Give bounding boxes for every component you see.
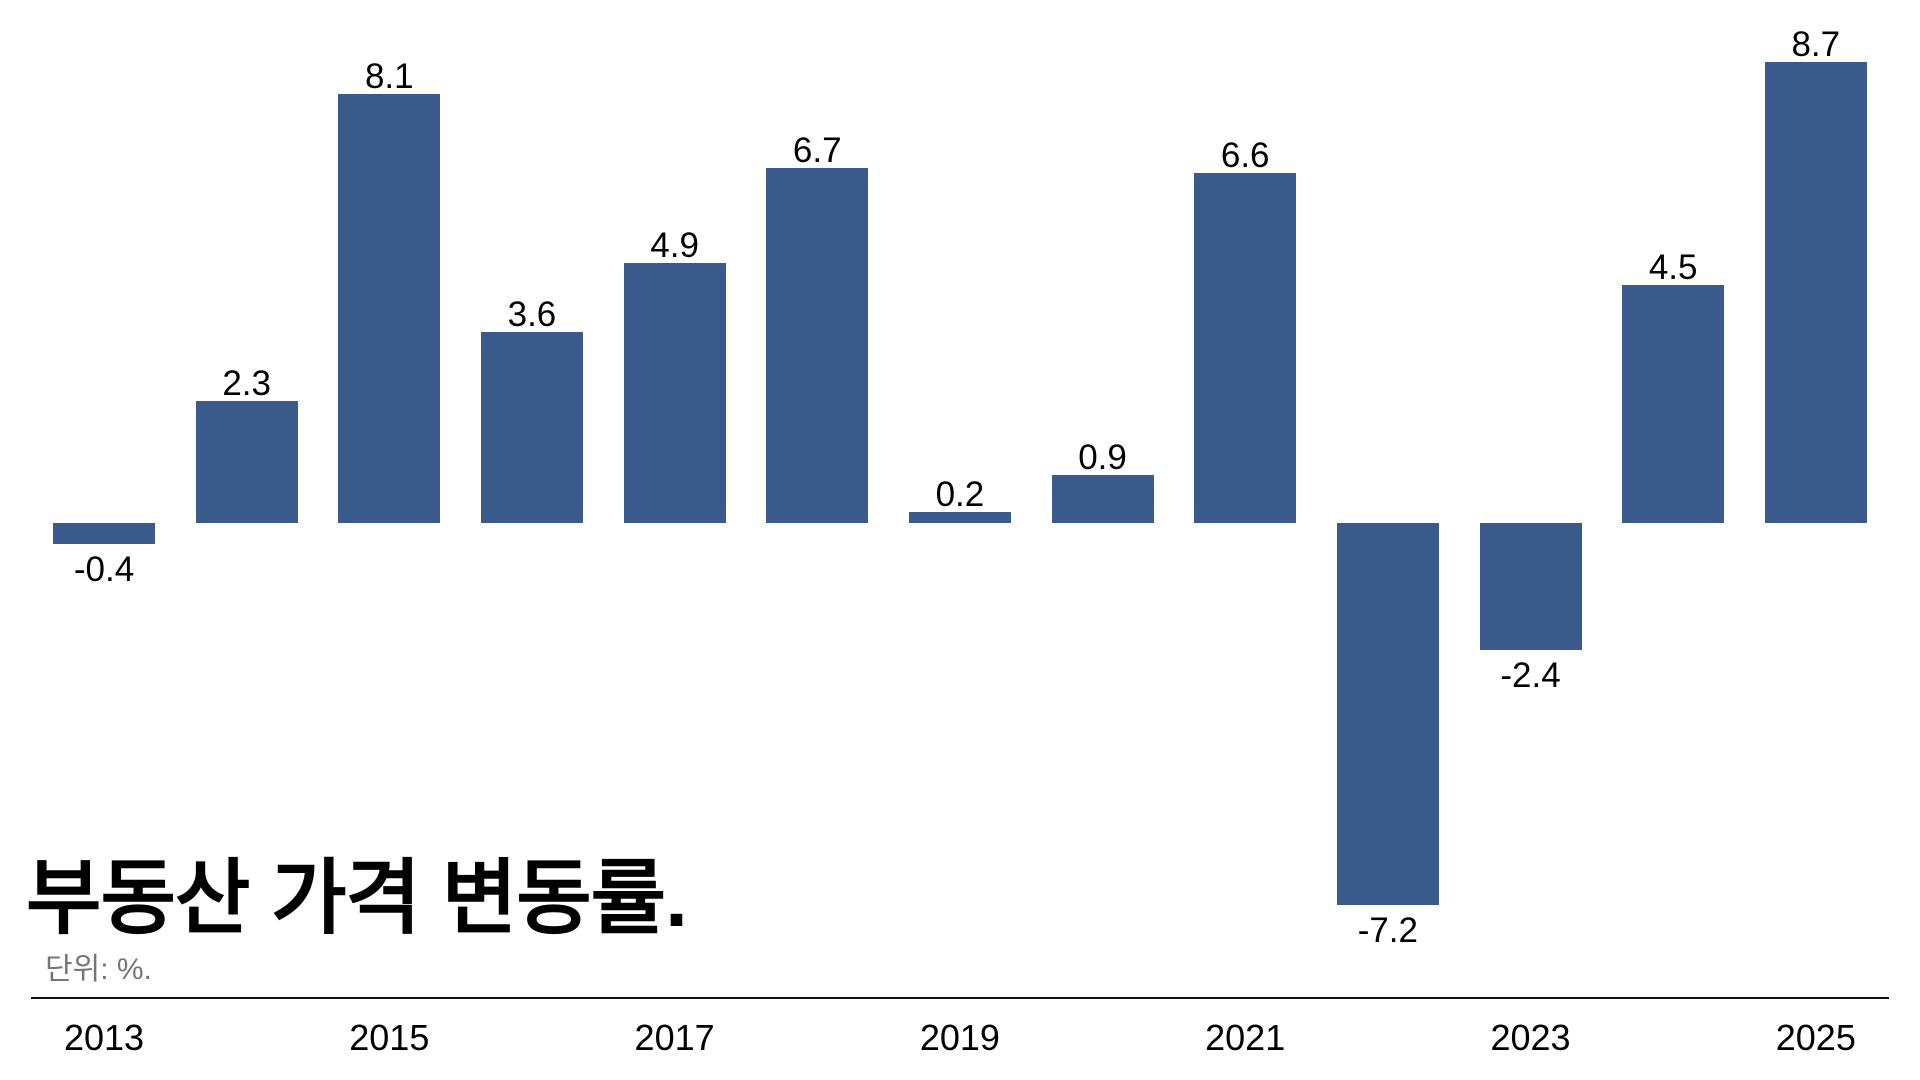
value-label-2013: -0.4 xyxy=(73,550,135,590)
bar-2024 xyxy=(1622,284,1725,523)
chart-title: 부동산 가격 변동률. xyxy=(26,853,688,944)
x-tick-2025: 2025 xyxy=(1775,1017,1856,1058)
bar-2016 xyxy=(480,332,583,523)
value-label-2018: 6.7 xyxy=(792,130,842,170)
x-tick-2017: 2017 xyxy=(634,1017,715,1058)
bar-2013 xyxy=(53,523,155,545)
x-tick-2013: 2013 xyxy=(63,1017,145,1058)
x-tick-2019: 2019 xyxy=(919,1017,1000,1058)
bar-2020 xyxy=(1051,475,1154,523)
value-label-2014: 2.3 xyxy=(222,364,271,404)
value-label-2025: 8.7 xyxy=(1791,24,1841,64)
value-label-2023: -2.4 xyxy=(1500,656,1561,696)
x-tick-2015: 2015 xyxy=(349,1017,430,1058)
value-label-2022: -7.2 xyxy=(1357,910,1418,950)
x-axis-line xyxy=(31,997,1889,999)
value-label-2020: 0.9 xyxy=(1078,438,1127,478)
bar-2023 xyxy=(1479,523,1582,651)
value-label-2019: 0.2 xyxy=(935,475,985,515)
value-label-2015: 8.1 xyxy=(364,56,414,96)
chart-subtitle: 단위: %. xyxy=(45,953,152,986)
bar-2014 xyxy=(195,401,298,523)
x-tick-2023: 2023 xyxy=(1490,1017,1571,1058)
bar-2015 xyxy=(338,93,441,523)
bar-2018 xyxy=(766,167,869,523)
bar-2019 xyxy=(908,512,1011,523)
value-label-2017: 4.9 xyxy=(650,226,699,266)
value-label-2024: 4.5 xyxy=(1648,247,1698,287)
x-tick-2021: 2021 xyxy=(1205,1017,1286,1058)
bar-2021 xyxy=(1194,173,1297,523)
bar-2022 xyxy=(1336,523,1439,905)
bar-2025 xyxy=(1764,61,1867,523)
value-label-2016: 3.6 xyxy=(507,295,557,335)
bar-2017 xyxy=(623,263,726,523)
value-label-2021: 6.6 xyxy=(1220,136,1270,176)
